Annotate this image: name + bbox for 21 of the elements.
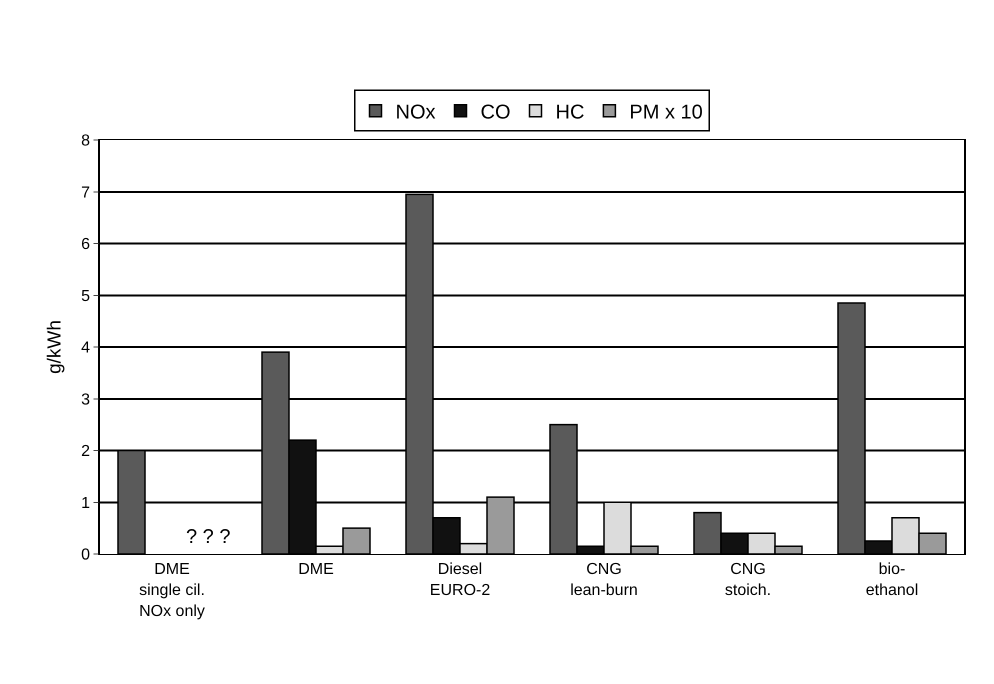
y-tick-label: 7 xyxy=(81,184,90,202)
y-axis-title: g/kWh xyxy=(44,320,66,374)
legend-label: CO xyxy=(480,102,510,124)
legend-label: HC xyxy=(556,102,584,124)
y-tick-label: 2 xyxy=(81,443,90,460)
annotation: ? ? ? xyxy=(186,526,230,548)
y-tick-label: 8 xyxy=(81,132,90,150)
y-tick-label: 6 xyxy=(81,236,90,254)
y-tick-label: 0 xyxy=(81,546,90,564)
x-tick-label: CNG lean-burn xyxy=(570,561,638,599)
y-tick-label: 3 xyxy=(81,391,90,408)
x-tick-label: bio- ethanol xyxy=(866,561,918,599)
x-tick-label: Diesel EURO-2 xyxy=(430,561,490,599)
legend-label: NOx xyxy=(396,102,436,124)
legend-label: PM x 10 xyxy=(629,102,703,124)
x-tick-label: DME xyxy=(298,561,334,578)
y-tick-label: 4 xyxy=(81,340,90,357)
y-tick-label: 1 xyxy=(81,494,90,512)
x-tick-label: DME single cil. NOx only xyxy=(139,561,205,620)
x-tick-label: CNG stoich. xyxy=(724,561,772,599)
y-tick-label: 5 xyxy=(81,288,90,305)
